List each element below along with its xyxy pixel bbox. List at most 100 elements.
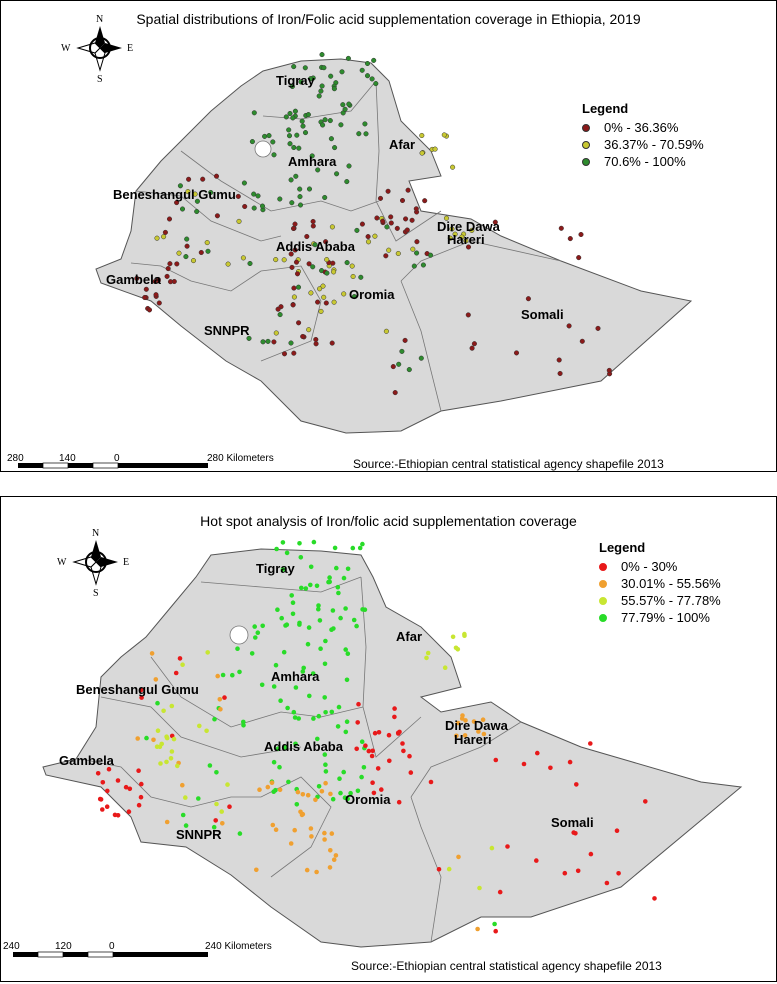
cluster-dot [289, 200, 295, 206]
cluster-dot [237, 669, 242, 675]
cluster-dot [343, 606, 348, 611]
cluster-dot [277, 312, 283, 318]
cluster-dot [359, 774, 364, 780]
cluster-dot [162, 229, 168, 235]
cluster-dot [571, 830, 576, 835]
cluster-dot [606, 367, 612, 373]
cluster-dot [293, 741, 298, 747]
cluster-dot [390, 364, 396, 370]
cluster-dot [380, 218, 386, 224]
cluster-dot [255, 630, 261, 635]
cluster-dot [275, 306, 281, 312]
cluster-dot [214, 213, 220, 219]
cluster-dot [567, 236, 573, 242]
cluster-dot [465, 244, 472, 250]
region-label: Somali [521, 307, 564, 322]
cluster-dot [329, 340, 335, 346]
cluster-dot [205, 248, 211, 254]
cluster-dot [291, 64, 297, 70]
cluster-dot [313, 336, 319, 343]
cluster-dot [355, 788, 361, 794]
cluster-dot [174, 261, 180, 267]
cluster-dot [395, 250, 401, 257]
cluster-dot [418, 355, 424, 361]
cluster-dot [356, 131, 362, 137]
cluster-dot [455, 647, 461, 652]
cluster-dot [297, 194, 303, 200]
cluster-dot [359, 221, 365, 227]
cluster-dot [408, 770, 414, 775]
cluster-dot [277, 196, 283, 202]
legend-item: 30.01% - 55.56% [599, 575, 721, 592]
cluster-dot [505, 844, 510, 849]
cluster-dot [293, 685, 299, 690]
cluster-dot [643, 799, 648, 804]
cluster-dot [558, 225, 564, 231]
cluster-dot [335, 584, 341, 590]
cluster-dot [394, 225, 400, 231]
legend-item: 77.79% - 100% [599, 609, 721, 626]
cluster-dot [300, 669, 306, 674]
cluster-dot [173, 670, 179, 676]
cluster-dot [392, 714, 397, 720]
cluster-dot [208, 189, 214, 196]
cluster-dot [309, 834, 314, 839]
cluster-dot [127, 786, 133, 792]
cluster-dot [336, 590, 341, 596]
cluster-dot [323, 762, 328, 767]
cluster-dot [374, 215, 380, 221]
cluster-dot [296, 320, 302, 326]
cluster-dot [318, 88, 324, 94]
cluster-dot [235, 646, 240, 651]
cluster-dot [493, 757, 499, 763]
cluster-dot [314, 583, 320, 589]
cluster-dot [143, 286, 149, 292]
cluster-dot [319, 52, 325, 58]
cluster-dot [399, 197, 406, 204]
cluster-dot [95, 771, 101, 776]
compass-n: N [96, 14, 103, 25]
cluster-dot [220, 821, 225, 826]
cluster-dot [364, 73, 371, 79]
cluster-dot [306, 625, 312, 630]
cluster-dot [399, 348, 405, 354]
region-label: Dire Dawa [445, 718, 509, 733]
cluster-dot [290, 115, 296, 121]
region-label: Gambela [106, 272, 162, 287]
cluster-dot [176, 250, 182, 256]
cluster-dot [419, 150, 425, 156]
cluster-dot [345, 651, 351, 656]
cluster-dot [177, 183, 183, 189]
cluster-dot [290, 600, 296, 605]
cluster-dot [414, 239, 420, 245]
cluster-dot [342, 795, 348, 800]
cluster-dot [299, 118, 305, 124]
cluster-dot [138, 687, 144, 693]
cluster-dot [290, 611, 296, 617]
region-label: Hareri [454, 732, 492, 747]
region-label: Tigray [256, 561, 296, 576]
cluster-dot [204, 728, 209, 734]
cluster-dot [342, 106, 348, 112]
cluster-dot [112, 812, 118, 818]
compass-s: S [93, 588, 99, 597]
cluster-dot [360, 541, 365, 547]
cluster-dot [283, 745, 288, 750]
scale-tick: 0 [109, 941, 115, 952]
cluster-dot [588, 741, 593, 746]
cluster-dot [136, 802, 142, 808]
cluster-dot [359, 67, 365, 73]
region-label: Dire Dawa [437, 219, 501, 234]
cluster-dot [225, 261, 231, 267]
cluster-dot [225, 782, 230, 787]
cluster-dot [299, 812, 305, 818]
cluster-dot [383, 253, 389, 259]
cluster-dot [100, 807, 105, 812]
cluster-dot [324, 257, 330, 263]
cluster-dot [297, 622, 302, 627]
cluster-dot [371, 57, 377, 63]
cluster-dot [477, 885, 482, 891]
cluster-dot [308, 582, 313, 588]
cluster-dot [362, 121, 368, 127]
cluster-dot [343, 729, 349, 735]
